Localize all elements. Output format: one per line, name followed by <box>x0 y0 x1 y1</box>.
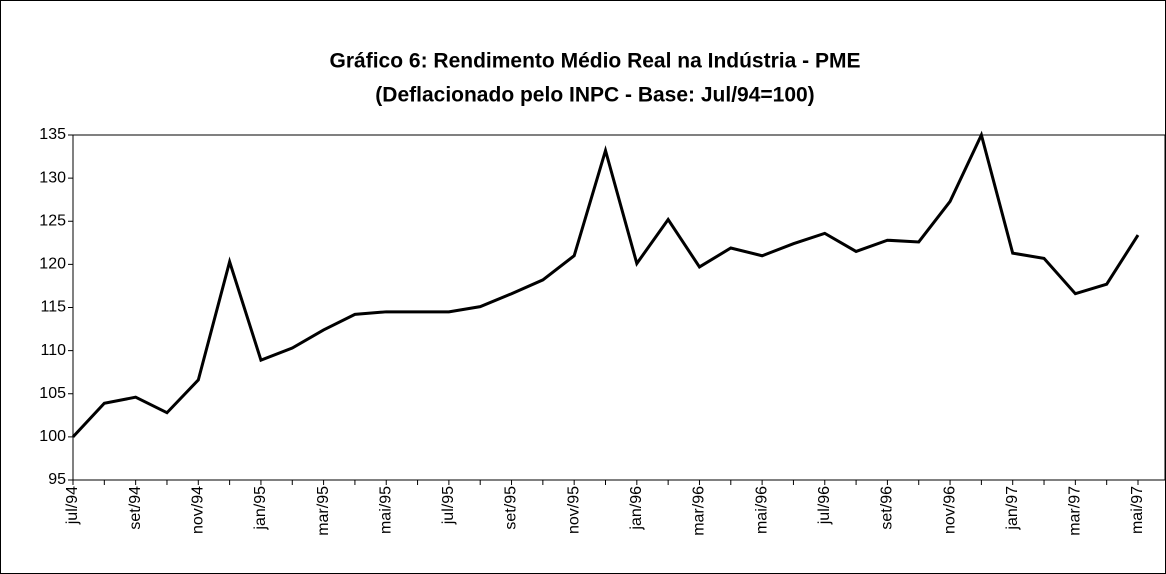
x-tick-label: nov/95 <box>565 486 582 534</box>
x-tick-label: set/96 <box>879 486 896 530</box>
x-tick-label: mar/97 <box>1067 486 1084 536</box>
x-tick-label: jul/96 <box>816 486 833 525</box>
x-tick-label: jan/96 <box>628 486 645 531</box>
y-tick-label: 110 <box>40 342 66 359</box>
x-tick-label: mar/96 <box>691 486 708 536</box>
chart-title: Gráfico 6: Rendimento Médio Real na Indú… <box>330 50 861 73</box>
x-tick-label: mai/95 <box>377 486 394 534</box>
y-tick-label: 100 <box>39 428 66 445</box>
y-tick-label: 130 <box>39 169 66 186</box>
x-tick-label: mar/95 <box>315 486 332 536</box>
x-tick-label: set/95 <box>503 486 520 530</box>
x-tick-label: nov/96 <box>941 486 958 534</box>
y-tick-label: 125 <box>39 212 66 229</box>
y-tick-label: 105 <box>39 385 66 402</box>
y-tick-label: 95 <box>48 471 66 488</box>
x-tick-label: jul/94 <box>64 486 81 525</box>
line-series <box>71 130 1140 438</box>
y-tick-label: 120 <box>39 256 66 273</box>
plot-area <box>72 134 1166 481</box>
y-tick-label: 135 <box>39 126 66 143</box>
y-tick-label: 115 <box>40 299 66 316</box>
x-tick-label: jul/95 <box>440 486 457 525</box>
x-tick-label: mai/97 <box>1129 486 1146 534</box>
x-tick-label: jan/95 <box>252 486 269 531</box>
x-tick-label: mai/96 <box>753 486 770 534</box>
x-tick-label: jan/97 <box>1004 486 1021 531</box>
x-tick-label: nov/94 <box>190 486 207 534</box>
x-tick-label: set/94 <box>127 486 144 530</box>
chart-subtitle: (Deflacionado pelo INPC - Base: Jul/94=1… <box>375 84 814 107</box>
